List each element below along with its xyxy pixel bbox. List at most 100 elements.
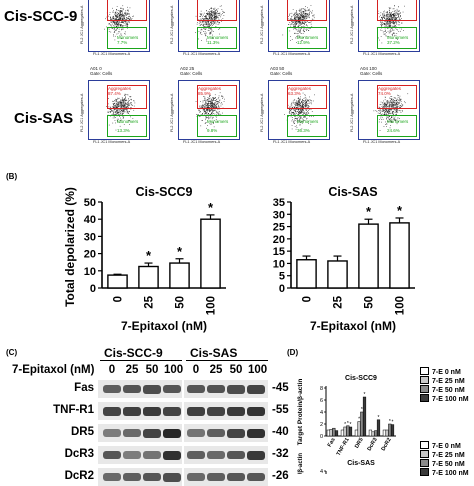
significance-star: * <box>350 422 352 428</box>
flow-y-axis-label: FL2 JC1 Aggregates-A <box>350 5 354 44</box>
blot-protein-label-1: Fas <box>74 382 94 394</box>
blot-protein-label-2: TNF-R1 <box>53 404 94 416</box>
flow-plot-scc9-1: Monomers 7.7% <box>88 0 150 52</box>
chart-title: Cis-SAS <box>328 185 377 199</box>
gate-aggregates-label: Aggregates <box>198 86 222 91</box>
flow-x-axis-label: FL1 JC1 Monomers-A <box>93 140 131 144</box>
gate-aggregates-box <box>377 0 417 21</box>
gate-monomers-label: Monomers <box>297 119 319 124</box>
gate-monomers-box <box>197 115 237 137</box>
flow-y-axis-label: FL2 JC1 Aggregates-A <box>260 93 264 132</box>
gate-aggregates-box <box>107 0 147 21</box>
chart-title: Cis-SAS <box>347 460 375 467</box>
blot-band <box>103 407 121 416</box>
y-tick-label: 10 <box>273 258 285 270</box>
legend-label: 7-E 0 nM <box>432 369 461 376</box>
bar <box>374 430 378 437</box>
legend-label: 7-E 25 nM <box>432 452 465 459</box>
flow-plot-sas-2: Aggregates 85.9% Monomers 9.8% <box>178 80 240 140</box>
bar <box>390 424 395 437</box>
legend-swatch <box>420 385 429 393</box>
significance-star: * <box>347 421 349 427</box>
blot-kda-marker-2: -55 <box>272 404 289 416</box>
legend-item-2: 7-E 25 nM <box>420 376 465 385</box>
aggregate-percent: 87.4% <box>108 91 121 96</box>
bar <box>200 218 221 289</box>
y-tick-label: 0 <box>90 283 96 295</box>
blot-group-cis-sas: Cis-SAS <box>190 346 238 360</box>
row-label-cis-scc9: Cis-SCC-9 <box>4 8 78 25</box>
y-tick-label: 40 <box>84 214 96 226</box>
blot-band <box>247 473 265 482</box>
blot-kda-marker-4: -32 <box>272 448 289 460</box>
legend-swatch <box>420 441 429 449</box>
bar <box>296 259 317 289</box>
significance-star: * <box>378 415 380 421</box>
legend-label: 7-E 100 nM <box>432 396 469 403</box>
legend-item-4: 7-E 100 nM <box>420 468 469 477</box>
y-tick-label: 5 <box>279 271 285 283</box>
gate-monomers-box <box>377 27 417 49</box>
aggregate-percent: 74.0% <box>378 91 391 96</box>
blot-band <box>187 385 205 394</box>
dose-label-2: 25 <box>125 364 139 376</box>
x-tick-label: DcR3 <box>367 437 379 452</box>
legend-item-3: 7-E 50 nM <box>420 385 465 394</box>
dose-label-4: 100 <box>164 364 184 376</box>
x-tick-label: DcR2 <box>381 437 393 452</box>
y-tick-label: 30 <box>84 231 96 243</box>
blot-protein-label-3: DR5 <box>70 426 94 438</box>
bar <box>382 429 387 437</box>
blot-band <box>143 473 161 482</box>
blot-band <box>187 451 205 460</box>
bar <box>334 430 339 437</box>
dose-label-6: 25 <box>209 364 223 376</box>
blot-band <box>247 429 265 439</box>
bar <box>348 426 353 437</box>
monomer-percent: 12.9% <box>297 40 310 45</box>
blot-band <box>187 473 205 481</box>
flow-plot-sas-4: Aggregates 74.0% Monomers 24.6% <box>358 80 420 140</box>
gate-monomers-box <box>107 27 147 49</box>
chart-title: Cis-SCC9 <box>345 375 377 382</box>
gate-monomers-label: Monomers <box>117 35 139 40</box>
gate-aggregates-box <box>107 85 147 109</box>
significance-star: * <box>364 392 366 398</box>
x-tick-label: 100 <box>206 296 218 315</box>
blot-protein-label-5: DcR2 <box>64 470 94 482</box>
blot-band <box>103 385 121 394</box>
x-tick-label: 100 <box>395 296 407 315</box>
flow-y-axis-label: FL2 JC1 Aggregates-A <box>350 93 354 132</box>
monomer-percent: 24.6% <box>387 128 400 133</box>
significance-star: * <box>358 417 360 423</box>
bar <box>329 429 333 437</box>
y-tick-label: 0 <box>279 283 285 295</box>
legend-swatch <box>420 450 429 458</box>
gate-aggregates-box <box>287 85 327 109</box>
panel-c-letter: (C) <box>6 348 18 357</box>
blot-band <box>143 385 161 394</box>
flow-x-axis-label: FL1 JC1 Monomers-A <box>273 140 311 144</box>
significance-star: * <box>344 422 346 428</box>
chart-title: Cis-SCC9 <box>136 185 193 199</box>
significance-star: * <box>366 204 372 219</box>
legend-item-2: 7-E 25 nM <box>420 450 465 459</box>
bar <box>354 429 359 437</box>
row-label-cis-sas: Cis-SAS <box>14 110 74 127</box>
blot-band <box>103 429 121 437</box>
bar <box>385 429 389 437</box>
y-tick-label: 30 <box>273 209 285 221</box>
blot-band <box>227 451 245 460</box>
blot-band <box>247 385 265 394</box>
legend-item-4: 7-E 100 nM <box>420 394 469 403</box>
y-tick-label: 15 <box>273 246 285 258</box>
gate-monomers-label: Monomers <box>207 119 229 124</box>
legend-label: 7-E 50 nM <box>432 387 465 394</box>
blot-band <box>163 451 181 461</box>
gate-aggregates-box <box>197 0 237 21</box>
blot-band <box>207 407 225 416</box>
flow-x-axis-label: FL1 JC1 Monomers-A <box>363 140 401 144</box>
legend-item-1: 7-E 0 nM <box>420 441 461 450</box>
y-axis-label-partial: otein/β-actin <box>298 453 304 474</box>
